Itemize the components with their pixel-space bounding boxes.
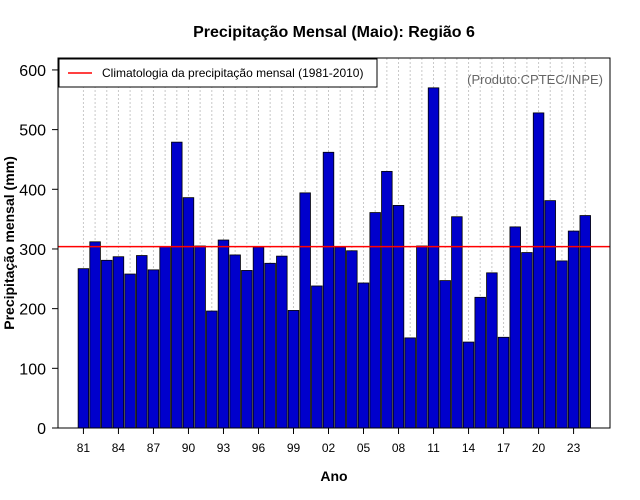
legend: Climatologia da precipitação mensal (198… [58,58,378,88]
bar-1996 [252,246,265,429]
bar-2014 [462,341,475,429]
credit-label: (Produto:CPTEC/INPE) [467,72,603,87]
bar-1993 [217,239,230,429]
y-tick-label: 200 [19,302,46,319]
legend-label: Climatologia da precipitação mensal (198… [102,66,363,80]
bar-1982 [89,241,101,429]
bar-2015 [474,296,486,429]
y-tick-label: 100 [19,361,46,378]
bar-2010 [416,245,428,429]
bar-1989 [171,141,183,429]
x-axis-label: Ano [320,468,347,484]
bars [77,87,591,429]
bar-1998 [276,255,288,429]
x-tick-label: 87 [147,441,161,455]
bar-1981 [77,268,90,429]
bar-1983 [101,259,113,429]
bar-2023 [567,230,580,429]
x-tick-label: 14 [462,441,476,455]
bar-2019 [521,252,533,429]
y-tick-label: 500 [19,123,46,140]
bar-2017 [497,336,510,429]
bar-1991 [194,245,206,429]
bar-1987 [147,269,160,429]
bar-2020 [532,112,545,429]
bar-2002 [322,151,335,429]
bar-1994 [229,254,241,429]
plot-area [57,57,611,429]
bar-1984 [112,256,125,429]
y-tick-label: 300 [19,242,46,259]
y-axis-label: Precipitação mensal (mm) [1,156,17,330]
x-tick-label: 17 [497,441,511,455]
bar-2016 [486,272,498,429]
bar-2006 [369,212,381,429]
bar-2005 [357,282,370,429]
bar-2003 [334,246,346,429]
bar-2012 [439,280,451,429]
x-tick-label: 11 [427,441,440,455]
bar-2022 [556,260,568,429]
bar-1995 [241,270,253,429]
chart-title: Precipitação Mensal (Maio): Região 6 [193,24,475,41]
bar-2011 [427,87,440,429]
x-tick-label: 08 [392,441,406,455]
bar-1997 [264,262,276,429]
bar-2021 [544,200,556,429]
x-tick-label: 93 [217,441,231,455]
bar-2008 [392,204,405,429]
y-tick-label: 600 [19,63,46,80]
bar-2007 [381,170,393,429]
bar-1988 [159,246,171,429]
x-tick-label: 90 [182,441,196,455]
y-axis: 0 100 200 300 400 500 600 [19,63,58,438]
x-axis: 81 84 87 90 93 96 99 02 05 08 11 14 17 20 23 [77,428,581,455]
y-tick-label: 400 [19,182,46,199]
bar-1990 [182,197,195,429]
x-tick-label: 20 [532,441,546,455]
bar-1985 [124,273,136,429]
x-tick-label: 02 [322,441,336,455]
legend-box [58,58,378,88]
x-tick-label: 84 [112,441,126,455]
bar-2000 [299,192,311,429]
x-tick-label: 96 [252,441,266,455]
bar-2001 [311,285,323,429]
y-tick-label: 0 [37,421,46,438]
bar-2013 [451,216,463,429]
x-tick-label: 99 [287,441,301,455]
x-tick-label: 05 [357,441,371,455]
x-tick-label: 23 [567,441,581,455]
bar-1986 [136,255,148,429]
bar-2009 [404,337,416,429]
x-tick-label: 81 [77,441,91,455]
bar-2004 [346,250,358,429]
bar-2024 [579,215,591,429]
bar-1992 [206,310,218,429]
bar-2018 [509,226,521,429]
bar-1999 [287,310,300,429]
